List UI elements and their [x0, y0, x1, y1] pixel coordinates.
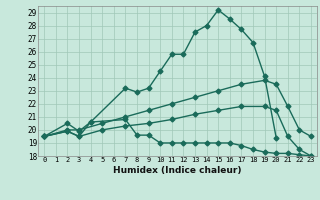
X-axis label: Humidex (Indice chaleur): Humidex (Indice chaleur) — [113, 166, 242, 175]
